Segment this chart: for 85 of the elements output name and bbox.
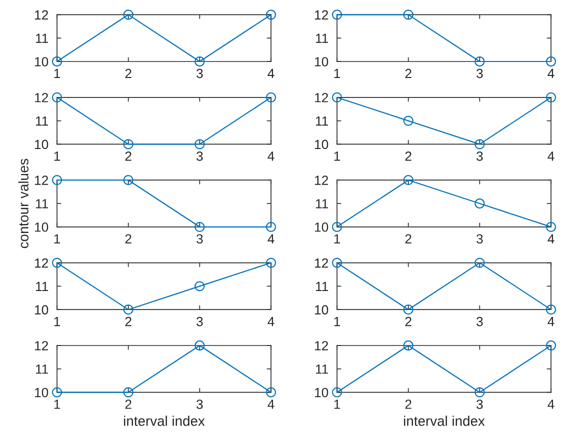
x-tick-label: 1	[334, 400, 340, 409]
x-tick-label: 2	[405, 234, 412, 244]
x-tick-label: 3	[196, 316, 203, 326]
x-tick-label: 2	[405, 316, 412, 326]
point	[123, 304, 134, 315]
x-tick-label: 4	[268, 234, 274, 244]
y-tick-label: 11	[36, 199, 48, 208]
y-tick-label: 11	[316, 282, 328, 291]
point	[52, 258, 62, 268]
y-tick-label: 12	[315, 176, 328, 185]
x-tick-label: 3	[196, 151, 203, 161]
y-axis-title: contour values	[18, 158, 28, 248]
point	[546, 92, 556, 102]
x-tick-label: 4	[268, 317, 274, 326]
x-tick-label: 2	[125, 316, 132, 326]
x-tick-label: 2	[125, 151, 132, 161]
point	[332, 222, 342, 232]
x-tick-label: 2	[405, 151, 412, 161]
x-tick-label: 2	[125, 234, 132, 244]
x-tick-label: 1	[54, 68, 60, 78]
y-tick-label: 11	[316, 116, 328, 126]
y-tick-label: 11	[316, 199, 328, 208]
point	[474, 198, 485, 209]
x-tick-label: 2	[405, 400, 412, 409]
y-tick-label: 10	[35, 222, 48, 232]
point	[403, 116, 414, 126]
y-tick-label: 12	[35, 92, 48, 102]
x-tick-label: 4	[268, 400, 274, 409]
x-tick-label: 4	[548, 400, 554, 409]
y-tick-label: 10	[35, 140, 48, 150]
y-tick-label: 10	[35, 388, 48, 398]
x-tick-label: 3	[196, 400, 203, 409]
x-tick-label: 2	[125, 68, 132, 78]
x-tick-label: 3	[476, 400, 483, 409]
y-tick-label: 12	[35, 176, 48, 185]
y-tick-label: 10	[315, 222, 328, 232]
y-tick-label: 12	[35, 341, 48, 350]
y-tick-label: 10	[35, 57, 48, 66]
y-tick-label: 12	[315, 258, 328, 268]
y-tick-label: 11	[316, 364, 328, 374]
y-tick-label: 12	[315, 92, 328, 102]
y-tick-label: 10	[315, 57, 328, 66]
x-tick-label: 1	[54, 234, 60, 244]
point	[403, 175, 414, 186]
y-tick-label: 10	[315, 388, 328, 398]
y-tick-label: 12	[315, 341, 328, 350]
x-tick-label: 3	[196, 68, 203, 78]
x-tick-label: 4	[268, 152, 274, 161]
y-tick-label: 11	[36, 282, 48, 291]
y-tick-label: 10	[35, 305, 48, 315]
x-tick-label: 2	[405, 68, 412, 78]
x-tick-label: 3	[476, 234, 483, 244]
x-tick-label: 4	[548, 68, 554, 78]
x-axis-title: interval index	[404, 416, 485, 426]
point	[474, 139, 485, 150]
y-tick-label: 10	[315, 140, 328, 150]
x-tick-label: 1	[334, 152, 340, 161]
y-tick-label: 10	[315, 305, 328, 315]
y-tick-label: 11	[36, 364, 48, 374]
x-tick-label: 2	[125, 400, 132, 409]
x-tick-label: 1	[54, 152, 60, 161]
x-tick-label: 4	[548, 317, 554, 326]
x-tick-label: 1	[334, 68, 340, 78]
x-tick-label: 3	[476, 68, 483, 78]
y-tick-label: 11	[36, 34, 48, 43]
x-tick-label: 3	[196, 234, 203, 244]
x-tick-label: 4	[548, 152, 554, 161]
x-tick-label: 4	[268, 68, 274, 78]
x-axis-title: interval index	[124, 416, 205, 426]
y-tick-label: 12	[35, 10, 48, 20]
point	[194, 281, 205, 292]
y-tick-label: 11	[316, 34, 328, 43]
y-tick-label: 11	[36, 116, 48, 126]
x-tick-label: 1	[334, 317, 340, 326]
x-tick-label: 3	[476, 151, 483, 161]
y-tick-label: 12	[35, 258, 48, 268]
x-tick-label: 3	[476, 316, 483, 326]
x-tick-label: 1	[334, 234, 340, 244]
x-tick-label: 4	[548, 234, 554, 244]
point	[266, 258, 276, 268]
y-tick-label: 12	[315, 10, 328, 20]
x-tick-label: 1	[54, 317, 60, 326]
point	[332, 92, 342, 102]
point	[546, 222, 556, 232]
x-tick-label: 1	[54, 400, 60, 409]
